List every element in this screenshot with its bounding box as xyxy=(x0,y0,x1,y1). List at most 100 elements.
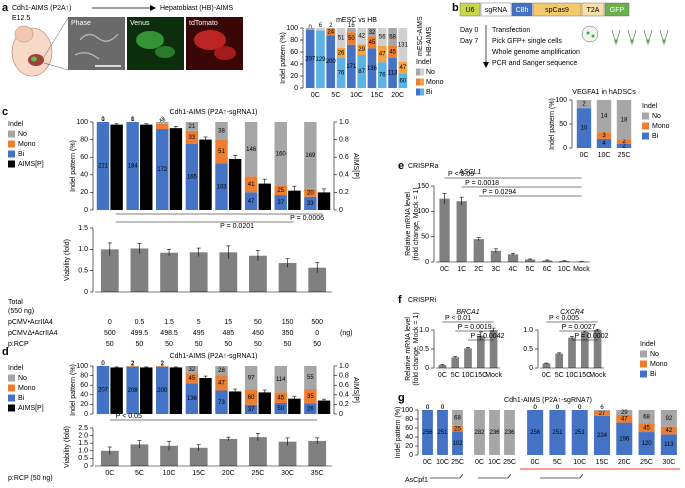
table-cell: 15 xyxy=(224,319,232,326)
tick-label: 1.0 xyxy=(339,119,349,126)
x-tick-label: 15C xyxy=(578,372,591,379)
count-label: 42 xyxy=(358,34,365,40)
bar xyxy=(140,124,153,210)
table-cell: 50 xyxy=(254,341,262,348)
tick-label: 0 xyxy=(529,365,533,372)
x-axis-label: p:RCP (50 ng) xyxy=(8,475,53,482)
bar-segment xyxy=(527,410,544,455)
bar-segment xyxy=(616,139,632,144)
bar-segment xyxy=(274,392,287,403)
bar-segment xyxy=(215,122,228,140)
table-cell: 50 xyxy=(224,341,232,348)
tick-label: 0 xyxy=(339,207,343,214)
construct-box xyxy=(532,2,582,17)
bar xyxy=(249,437,267,466)
tick-label: 0 xyxy=(425,365,429,372)
tick-label: 0 xyxy=(84,463,88,470)
tick-label: 0.2 xyxy=(339,189,349,196)
bar-segment xyxy=(377,62,387,88)
y-axis-label: Viability (fold) xyxy=(64,239,71,281)
tick-label: 0 xyxy=(425,259,429,266)
bar-segment xyxy=(304,122,317,189)
tick-label: 0.5 xyxy=(419,346,429,353)
tick-label: 20 xyxy=(405,443,413,450)
liver-spot xyxy=(31,56,37,62)
bar xyxy=(555,353,564,368)
bar-segment xyxy=(398,61,408,74)
annotation: P = 0.0006 xyxy=(290,215,324,222)
legend-title: Indel xyxy=(8,121,24,128)
y-axis-label: Relative mRNA level xyxy=(405,192,412,256)
count-label: 2 xyxy=(131,361,135,367)
step-day: Day 0 xyxy=(460,27,478,34)
count-label: 251 xyxy=(552,430,563,436)
venus-signal xyxy=(136,31,164,49)
bar-segment xyxy=(452,431,463,455)
count-label: 171 xyxy=(346,64,357,70)
x-tick-label: 0C xyxy=(311,92,320,99)
legend-label: Bi xyxy=(18,395,25,402)
legend-swatch xyxy=(8,150,15,158)
method-label: CRISPRa xyxy=(408,163,438,170)
bar xyxy=(439,198,450,262)
bar-segment xyxy=(304,188,317,197)
legend-swatch xyxy=(8,384,15,392)
bar xyxy=(219,252,238,292)
count-label: 37 xyxy=(248,407,255,413)
bar-segment xyxy=(185,366,199,374)
tick-label: 1.5 xyxy=(78,225,88,232)
bar xyxy=(140,367,153,414)
tick-label: 40 xyxy=(290,61,298,68)
count-label: 2 xyxy=(131,362,135,368)
tick-label: 80 xyxy=(290,37,298,44)
count-label: 113 xyxy=(664,442,674,448)
bar-segment xyxy=(244,366,258,390)
bar-segment xyxy=(185,130,199,144)
connector xyxy=(43,62,69,71)
x-tick-label: 5C xyxy=(553,459,562,466)
bar xyxy=(438,364,447,368)
panel-label: f xyxy=(398,294,402,306)
construct-label: U6 xyxy=(466,7,475,14)
table-cell: 0 xyxy=(315,330,319,337)
legend-label: No xyxy=(652,113,661,120)
legend-label: Mono xyxy=(650,361,668,368)
row-label: pCMVΔ•AcrIIA4 xyxy=(8,330,58,337)
table-cell: 0 xyxy=(108,319,112,326)
tick-label: 0.5 xyxy=(78,455,88,462)
legend-label: Mono xyxy=(18,385,36,392)
x-tick-label: 2C xyxy=(474,266,483,273)
x-tick-label: 0C xyxy=(580,152,589,159)
table-cell: 500 xyxy=(104,330,116,337)
cell xyxy=(586,31,590,35)
count-label: 47 xyxy=(400,65,407,71)
bar-segment xyxy=(437,410,448,455)
count-label: 165 xyxy=(187,175,198,181)
count-label: 0 xyxy=(578,405,582,411)
count-label: 0 xyxy=(101,117,105,123)
count-label: 0 xyxy=(441,405,445,411)
legend-swatch xyxy=(640,360,647,368)
count-label: 47 xyxy=(248,199,255,205)
legend-swatch xyxy=(416,78,420,86)
tick-label: 100 xyxy=(76,119,88,126)
chart-title: VEGFA1 in hADSCs xyxy=(572,89,636,96)
bar-segment xyxy=(596,100,612,133)
count-label: 251 xyxy=(575,430,586,436)
count-label: 27 xyxy=(599,411,606,417)
count-label: 3 xyxy=(161,117,165,123)
count-label: 224 xyxy=(597,433,608,439)
tick-label: 60 xyxy=(80,154,88,161)
count-label: 60 xyxy=(248,395,255,401)
legend-label: Bi xyxy=(426,89,433,96)
tick-label: 0.6 xyxy=(339,154,349,161)
table-cell: 450 xyxy=(252,330,264,337)
bar xyxy=(278,262,297,292)
tick-label: 0.8 xyxy=(339,372,349,379)
legend-swatch xyxy=(8,394,15,402)
bar-segment xyxy=(357,28,366,45)
construct-label: C8h xyxy=(516,7,529,14)
count-label: 10 xyxy=(581,126,588,132)
bar xyxy=(219,438,238,466)
count-label: 113 xyxy=(388,71,398,77)
